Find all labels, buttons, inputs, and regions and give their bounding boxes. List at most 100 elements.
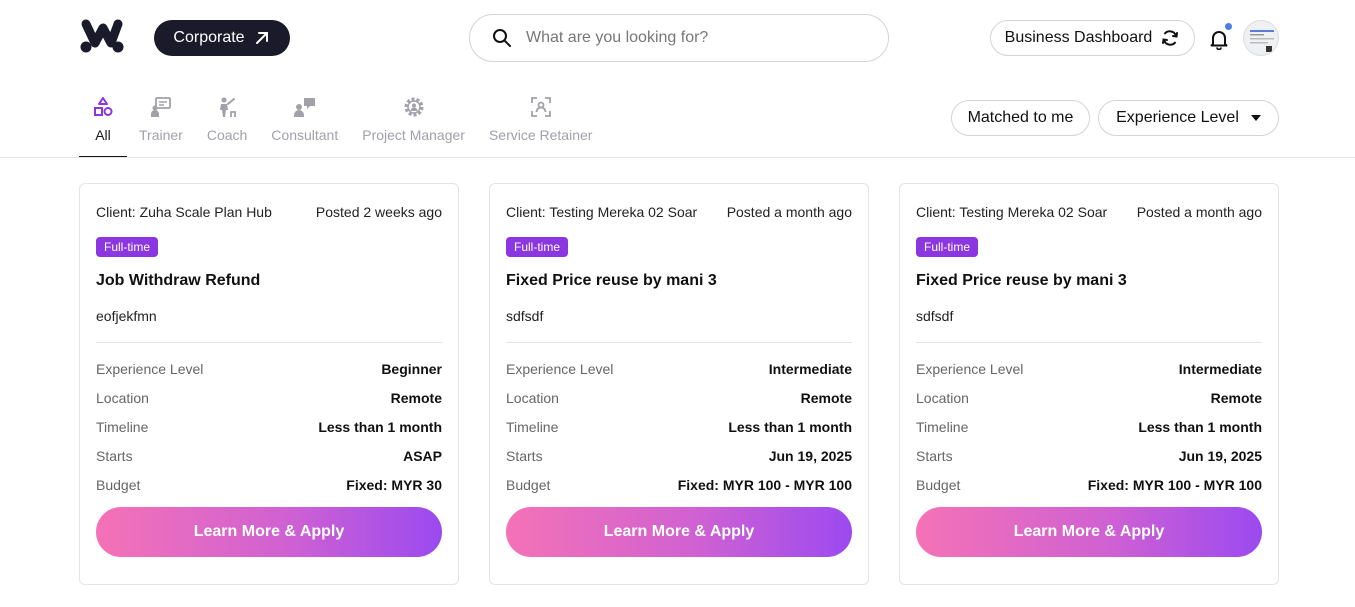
mereka-logo[interactable] [79,16,125,54]
job-description: eofjekfmn [96,308,157,324]
trainer-icon [150,97,171,117]
learn-more-apply-button[interactable]: Learn More & Apply [96,507,442,557]
tab-label: Service Retainer [488,127,593,143]
job-card[interactable]: Client: Zuha Scale Plan Hub Posted 2 wee… [79,183,459,585]
matched-label: Matched to me [967,109,1074,126]
search-input[interactable] [526,29,856,47]
detail-row-experience: Experience Level Intermediate [506,354,852,383]
tab-label: Trainer [139,127,183,143]
detail-key: Budget [506,476,551,493]
client-name: Client: Zuha Scale Plan Hub [96,204,272,220]
detail-row-starts: Starts Jun 19, 2025 [506,441,852,470]
search-icon [493,29,511,47]
category-tabs: All Trainer Coach Consultant [79,92,604,158]
consultant-icon [293,98,315,117]
corporate-button[interactable]: Corporate [154,20,290,56]
tab-coach[interactable]: Coach [195,92,259,158]
detail-row-budget: Budget Fixed: MYR 100 - MYR 100 [506,470,852,499]
gear-user-icon [404,97,424,117]
learn-more-apply-button[interactable]: Learn More & Apply [916,507,1262,557]
detail-key: Location [506,389,559,406]
corporate-label: Corporate [173,29,245,46]
detail-row-location: Location Remote [96,383,442,412]
detail-key: Experience Level [506,360,614,377]
matched-to-me-button[interactable]: Matched to me [951,100,1090,136]
tab-label: Project Manager [362,127,465,143]
job-type-badge: Full-time [916,237,979,257]
detail-row-budget: Budget Fixed: MYR 30 [96,470,442,499]
detail-value: Intermediate [1178,360,1262,377]
detail-key: Experience Level [96,360,204,377]
detail-value: Remote [390,389,442,406]
business-dashboard-label: Business Dashboard [1004,29,1153,46]
refresh-icon [1162,30,1179,46]
detail-row-timeline: Timeline Less than 1 month [916,412,1262,441]
job-type-badge: Full-time [506,237,569,257]
tab-trainer[interactable]: Trainer [127,92,195,158]
detail-value: Jun 19, 2025 [768,447,852,464]
detail-value: Less than 1 month [318,418,442,435]
detail-value: Beginner [381,360,442,377]
tab-label: Consultant [271,127,339,143]
tab-label: Coach [206,127,248,143]
detail-value: Fixed: MYR 100 - MYR 100 [677,476,852,493]
tab-consultant[interactable]: Consultant [259,92,350,158]
caret-down-icon [1250,115,1261,121]
detail-value: Jun 19, 2025 [1178,447,1262,464]
detail-row-experience: Experience Level Beginner [96,354,442,383]
posted-time: Posted a month ago [1136,204,1262,220]
business-dashboard-button[interactable]: Business Dashboard [990,20,1195,56]
detail-value: ASAP [403,447,442,464]
detail-row-starts: Starts Jun 19, 2025 [916,441,1262,470]
job-description: sdfsdf [506,308,544,324]
job-details: Experience Level Intermediate Location Rem… [916,354,1262,499]
tab-service-retainer[interactable]: Service Retainer [477,92,605,158]
detail-value: Fixed: MYR 100 - MYR 100 [1087,476,1262,493]
detail-value: Remote [1210,389,1262,406]
detail-key: Location [916,389,969,406]
search-bar[interactable] [469,14,889,62]
experience-level-dropdown[interactable]: Experience Level [1098,100,1279,136]
detail-key: Starts [506,447,543,464]
tab-label: All [95,127,111,143]
client-name: Client: Testing Mereka 02 Soar [916,204,1108,220]
notification-dot [1225,23,1232,30]
detail-key: Location [96,389,149,406]
tabs-divider [0,157,1355,158]
bell-icon[interactable] [1208,28,1230,50]
tab-all[interactable]: All [79,92,127,158]
detail-row-location: Location Remote [506,383,852,412]
arrow-up-right-icon [255,32,268,44]
job-details: Experience Level Beginner Location Remote … [96,354,442,499]
client-name: Client: Testing Mereka 02 Soar [506,204,698,220]
job-description: sdfsdf [916,308,954,324]
job-title[interactable]: Fixed Price reuse by mani 3 [506,272,717,289]
detail-key: Budget [96,476,141,493]
learn-more-apply-button[interactable]: Learn More & Apply [506,507,852,557]
experience-label: Experience Level [1116,109,1239,126]
detail-key: Experience Level [916,360,1024,377]
job-details: Experience Level Intermediate Location Rem… [506,354,852,499]
posted-time: Posted 2 weeks ago [315,204,442,220]
job-card[interactable]: Client: Testing Mereka 02 Soar Posted a … [489,183,869,585]
job-title[interactable]: Job Withdraw Refund [96,272,261,289]
coach-icon [220,97,236,117]
job-card[interactable]: Client: Testing Mereka 02 Soar Posted a … [899,183,1279,585]
detail-value: Less than 1 month [728,418,852,435]
detail-value: Fixed: MYR 30 [346,476,442,493]
detail-key: Timeline [506,418,559,435]
job-type-badge: Full-time [96,237,159,257]
job-title[interactable]: Fixed Price reuse by mani 3 [916,272,1127,289]
detail-value: Intermediate [768,360,852,377]
detail-key: Starts [96,447,133,464]
posted-time: Posted a month ago [726,204,852,220]
card-divider [916,342,1262,343]
card-divider [96,342,442,343]
detail-key: Timeline [96,418,149,435]
tab-project-manager[interactable]: Project Manager [350,92,477,158]
detail-row-experience: Experience Level Intermediate [916,354,1262,383]
avatar[interactable] [1243,20,1279,56]
shapes-icon [94,97,113,116]
detail-key: Timeline [916,418,969,435]
avatar-image-icon [1250,30,1274,52]
